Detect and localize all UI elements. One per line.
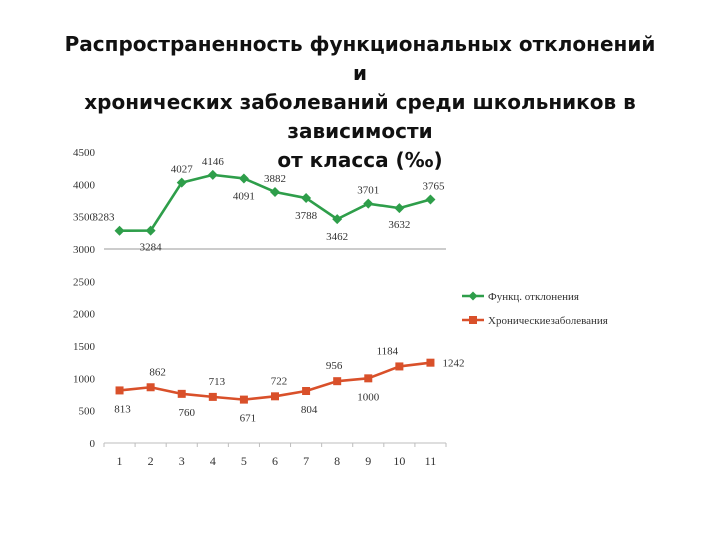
x-tick-label: 1 [117,454,123,468]
y-tick-label: 4000 [73,179,96,191]
data-label: 4091 [233,190,255,202]
data-label: 813 [114,403,131,415]
series-1-point [114,225,125,236]
data-label: 3632 [388,219,410,231]
data-label: 671 [240,413,257,425]
data-label: 4146 [202,156,225,168]
legend-label: Хроническиезаболевания [488,315,608,327]
series-2-point [364,374,373,383]
series-1-point [332,214,343,225]
y-tick-label: 4500 [73,147,96,159]
data-label: 3284 [140,242,163,254]
data-label: 3765 [422,181,445,193]
title-line-1: Распространенность функциональных отклон… [64,32,656,85]
series-2-point [177,389,186,398]
title-line-2: хронических заболеваний среди школьников… [84,90,636,143]
x-tick-label: 9 [365,454,371,468]
y-tick-label: 0 [90,438,96,450]
legend-label: Функц. отклонения [488,291,579,303]
y-tick-label: 2500 [73,276,96,288]
x-tick-label: 11 [425,454,437,468]
x-tick-label: 3 [179,454,185,468]
data-label: 713 [209,376,226,388]
data-label: 3788 [295,210,318,222]
series-layer [114,169,436,404]
legend-marker [468,291,478,301]
series-1-point [176,177,187,188]
series-1-point [145,225,156,236]
series-1-point [238,173,249,184]
y-tick-label: 1000 [73,373,96,385]
title-line-3: от класса (‰) [277,148,443,172]
data-label: 722 [271,375,288,387]
legend-marker [469,316,477,324]
data-label: 3283 [93,212,116,224]
series-2-point [146,383,155,392]
series-2-point [271,392,279,401]
series-2-point [395,362,404,371]
series-2-point [115,386,124,395]
series-2-point [302,387,311,396]
data-label: 862 [149,366,166,378]
series-1-point [301,193,312,204]
series-1-point [363,198,374,209]
x-tick-label: 5 [241,454,247,468]
x-tick-label: 10 [393,454,405,468]
x-tick-label: 2 [148,454,154,468]
slide-title: Распространенность функциональных отклон… [60,30,660,175]
data-label: 3701 [357,185,379,197]
data-label: 956 [326,360,343,372]
y-tick-label: 3500 [73,212,96,224]
x-tick-label: 7 [303,454,309,468]
data-label: 1242 [442,358,464,370]
series-1-point [207,169,218,180]
series-2-point [239,395,248,404]
series-2-point [208,392,217,401]
series-1-point [270,186,280,197]
series-1-point [425,194,436,205]
x-tick-label: 8 [334,454,340,468]
series-1-point [394,203,405,214]
data-label: 760 [178,407,195,419]
data-label-layer: 3283 3284 4027 4146 4091 3882 3788 3462 3701 3632… [93,156,465,425]
y-tick-label: 1500 [73,341,96,353]
data-label: 1184 [377,345,399,357]
x-tick-label: 6 [272,454,278,468]
data-label: 3882 [264,173,286,185]
legend: Функц. отклонения Хроническиезаболевания [462,291,608,327]
series-2-point [426,358,435,367]
x-tick-label: 4 [210,454,216,468]
data-label: 804 [301,404,318,416]
y-tick-label: 500 [79,406,96,418]
y-tick-label: 2000 [73,309,96,321]
data-label: 4027 [171,164,194,176]
data-label: 3462 [326,231,348,243]
series-2-point [333,377,342,386]
y-tick-label: 3000 [73,244,96,256]
data-label: 1000 [357,391,380,403]
